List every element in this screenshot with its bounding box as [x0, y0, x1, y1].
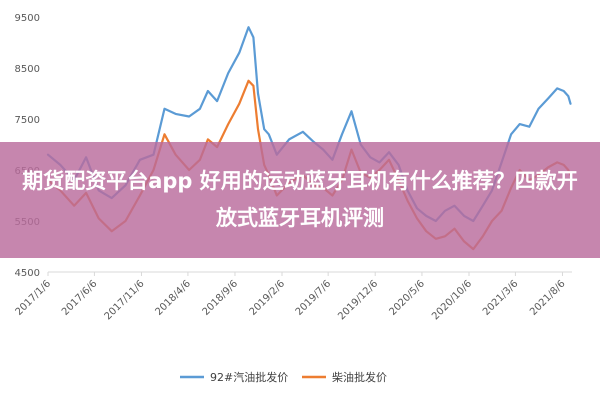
title-banner: 期货配资平台app 好用的运动蓝牙耳机有什么推荐？四款开放式蓝牙耳机评测 [0, 142, 600, 258]
y-tick-label: 8500 [15, 64, 40, 75]
x-tick-label: 2018/9/6 [201, 278, 241, 318]
x-tick-label: 2019/2/6 [248, 278, 288, 318]
y-tick-label: 7500 [15, 115, 40, 126]
x-tick-label: 2017/6/6 [60, 278, 100, 318]
y-tick-label: 9500 [15, 13, 40, 24]
x-tick-label: 2021/3/6 [481, 278, 521, 318]
x-axis-ticks: 2017/1/6 2017/6/6 2017/11/6 2018/4/6 2018/9/… [14, 272, 568, 322]
banner-title: 期货配资平台app 好用的运动蓝牙耳机有什么推荐？四款开放式蓝牙耳机评测 [22, 169, 578, 230]
x-tick-label: 2019/12/6 [336, 278, 380, 322]
x-tick-label: 2017/1/6 [14, 278, 54, 318]
legend-label: 柴油批发价 [332, 370, 387, 384]
x-tick-label: 2018/4/6 [153, 278, 193, 318]
x-tick-label: 2019/7/6 [294, 278, 334, 318]
x-tick-label: 2021/8/6 [528, 278, 568, 318]
x-tick-label: 2020/10/6 [430, 278, 474, 322]
x-tick-label: 2017/11/6 [103, 278, 147, 322]
legend: 92#汽油批发价 柴油批发价 [180, 370, 387, 384]
legend-label: 92#汽油批发价 [210, 370, 288, 384]
x-tick-label: 2020/5/6 [388, 278, 428, 318]
y-tick-label: 4500 [15, 268, 40, 279]
